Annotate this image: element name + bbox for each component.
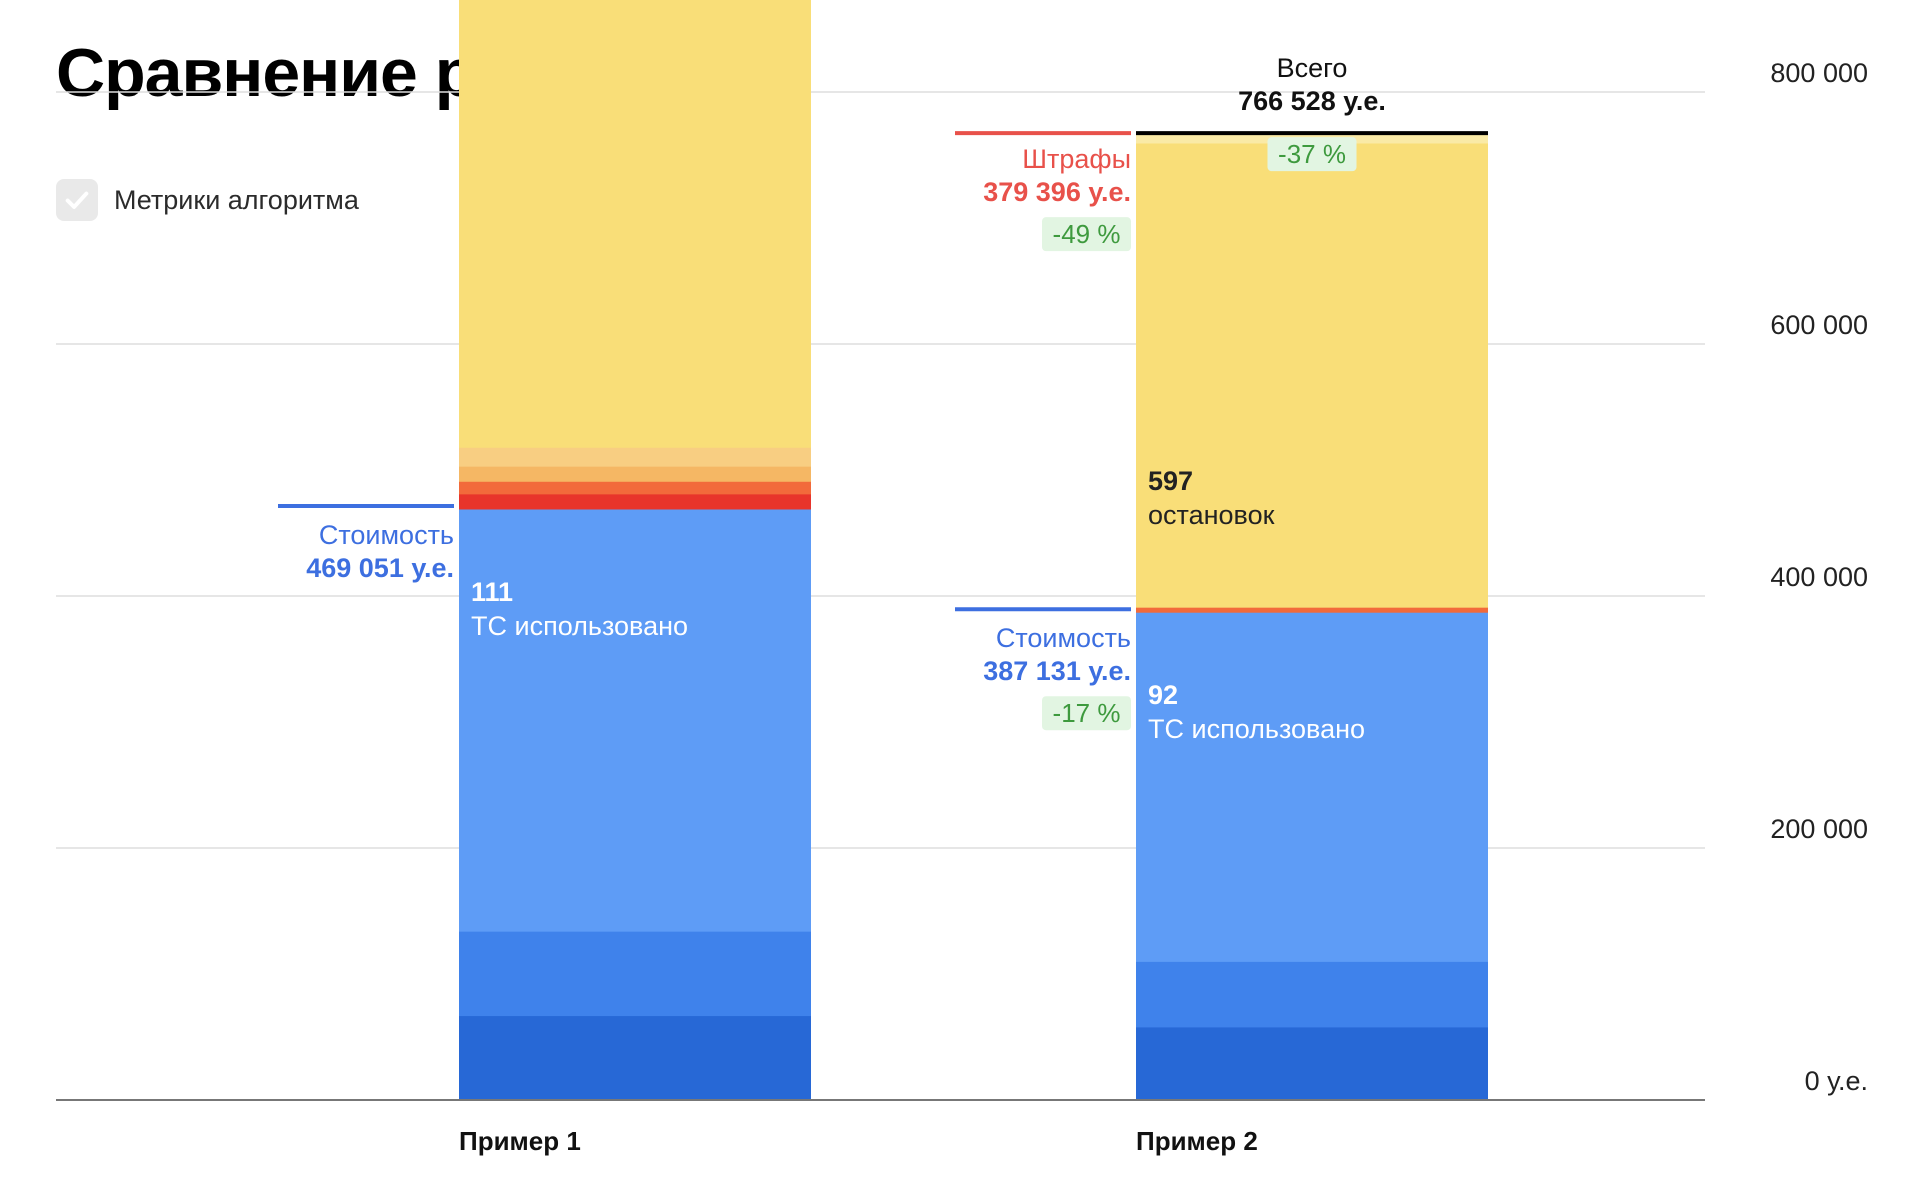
- penalty-delta-bg: [1042, 217, 1131, 252]
- cost-segment[interactable]: [459, 1015, 811, 1101]
- total-caption: Всего: [1277, 53, 1348, 83]
- penalty-segment[interactable]: [1136, 607, 1488, 613]
- total-value: 766 528 у.е.: [1238, 86, 1386, 116]
- total-delta-bg: [1267, 137, 1357, 172]
- total-delta: -37 %: [1278, 139, 1346, 169]
- cost-value: 469 051 у.е.: [306, 553, 454, 583]
- cost-value: 387 131 у.е.: [983, 656, 1131, 686]
- cost-caption: Стоимость: [319, 520, 454, 550]
- cost-segment[interactable]: [459, 931, 811, 1017]
- penalty-value: 379 396 у.е.: [983, 177, 1131, 207]
- stops-label: остановок: [1148, 500, 1275, 530]
- penalty-segment[interactable]: [1136, 142, 1488, 608]
- checkmark-icon: [65, 191, 89, 209]
- vehicles-count: 92: [1148, 680, 1178, 710]
- penalty-caption: Штрафы: [1022, 144, 1131, 174]
- stops-count: 597: [1148, 466, 1193, 496]
- y-tick-label: 800 000: [1770, 58, 1868, 88]
- cost-delta-bg: [1042, 696, 1131, 731]
- category-label: Пример 2: [1136, 1126, 1258, 1156]
- cost-segment[interactable]: [459, 508, 811, 932]
- vehicles-label: ТС использовано: [1148, 714, 1365, 744]
- vehicles-label: ТС использовано: [471, 611, 688, 641]
- cost-segment[interactable]: [1136, 961, 1488, 1028]
- y-tick-label: 0 у.е.: [1805, 1066, 1868, 1096]
- y-tick-label: 200 000: [1770, 814, 1868, 844]
- penalty-segment[interactable]: [459, 447, 811, 467]
- cost-segment[interactable]: [1136, 612, 1488, 962]
- y-tick-label: 400 000: [1770, 562, 1868, 592]
- y-tick-label: 600 000: [1770, 310, 1868, 340]
- penalty-segment[interactable]: [459, 466, 811, 482]
- vehicles-count: 111: [471, 577, 513, 607]
- cost-delta: -17 %: [1053, 698, 1121, 728]
- penalty-segment[interactable]: [459, 493, 811, 510]
- category-label: Пример 1: [459, 1126, 581, 1156]
- metrics-toggle[interactable]: Метрики алгоритма: [56, 178, 359, 222]
- cost-segment[interactable]: [1136, 1026, 1488, 1101]
- metrics-toggle-label: Метрики алгоритма: [114, 184, 359, 215]
- penalty-delta: -49 %: [1053, 219, 1121, 249]
- cost-caption: Стоимость: [996, 623, 1131, 653]
- checkbox[interactable]: [56, 179, 98, 221]
- penalty-segment[interactable]: [459, 0, 811, 448]
- penalty-segment[interactable]: [459, 481, 811, 495]
